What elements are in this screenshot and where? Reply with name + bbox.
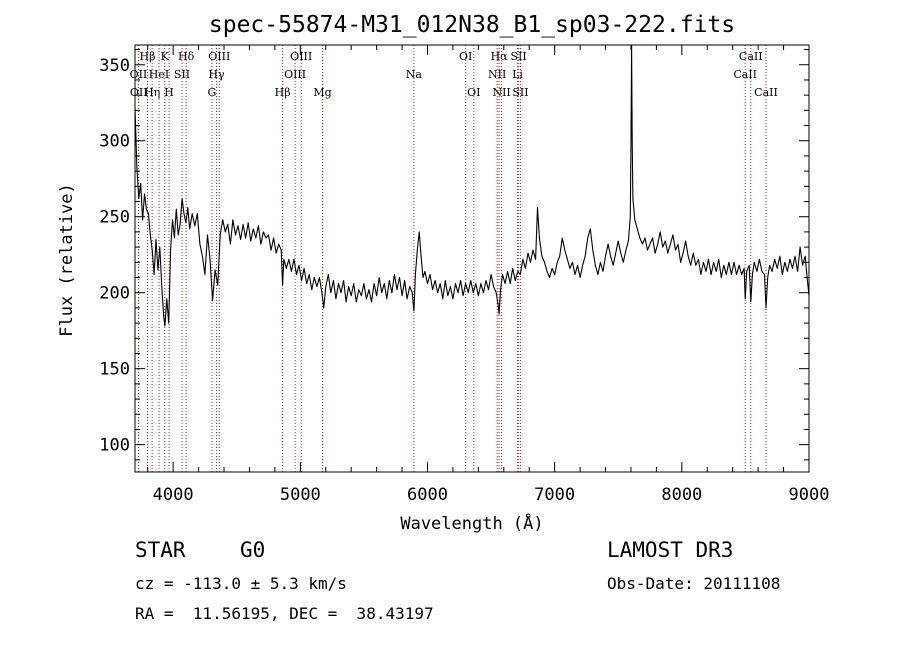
line-label-10: HeI (149, 68, 169, 81)
line-label-3: OIII (208, 50, 230, 63)
y-tick-label-4: 300 (99, 132, 130, 152)
survey-label: LAMOST DR3 (607, 538, 734, 562)
line-label-18: OII (130, 86, 148, 99)
y-axis-title: Flux (relative) (57, 183, 77, 337)
x-tick-label-1: 5000 (280, 485, 321, 505)
chart-title: spec-55874-M31_012N38_B1_sp03-222.fits (209, 12, 735, 38)
line-label-12: Hγ (208, 68, 225, 81)
line-label-1: K (161, 50, 170, 63)
line-label-0: Hβ (139, 50, 155, 63)
line-label-27: CaII (754, 86, 778, 99)
x-tick-label-3: 7000 (534, 485, 575, 505)
line-label-15: NII (488, 68, 506, 81)
coordinates: RA = 11.56195, DEC = 38.43197 (135, 604, 434, 623)
y-tick-label-0: 100 (99, 436, 130, 456)
line-label-24: OI (467, 86, 480, 99)
x-tick-label-4: 8000 (661, 485, 702, 505)
line-label-23: Mg (313, 86, 331, 99)
y-tick-label-1: 150 (99, 360, 130, 380)
y-tick-label-5: 350 (99, 56, 130, 76)
line-label-5: OI (459, 50, 472, 63)
redshift-readout: cz = -113.0 ± 5.3 km/s (135, 574, 347, 593)
axis-ticks: 4000 5000 6000 7000 8000 9000 100 150 200 250 300 3… (99, 45, 829, 505)
line-label-20: H (164, 86, 174, 99)
line-label-2: Hδ (178, 50, 195, 63)
line-label-26: SII (512, 86, 528, 99)
line-label-13: OIII (284, 68, 306, 81)
x-axis-title: Wavelength (Å) (400, 512, 543, 534)
line-label-14: Na (406, 68, 423, 81)
line-label-19: Hη (144, 86, 160, 99)
line-label-22: Hβ (275, 86, 291, 99)
line-label-7: SII (511, 50, 527, 63)
line-label-4: OIII (290, 50, 312, 63)
line-label-25: NII (492, 86, 510, 99)
flux-series (134, 44, 810, 327)
object-subclass: G0 (240, 538, 266, 562)
line-label-21: G (208, 86, 217, 99)
line-label-11: SII (174, 68, 190, 81)
series-line-flux (134, 44, 810, 327)
object-class: STAR (135, 538, 186, 562)
line-label-6: Hα (491, 50, 509, 63)
plot-frame (134, 44, 810, 473)
obs-date: Obs-Date: 20111108 (607, 574, 781, 593)
y-tick-label-3: 250 (99, 208, 130, 228)
x-tick-label-2: 6000 (407, 485, 448, 505)
line-label-8: CaII (739, 50, 763, 63)
line-label-17: CaII (733, 68, 757, 81)
line-label-9: OII (130, 68, 148, 81)
y-tick-label-2: 200 (99, 284, 130, 304)
x-tick-label-5: 9000 (789, 485, 830, 505)
x-tick-label-0: 4000 (153, 485, 194, 505)
line-label-16: Li (512, 68, 523, 81)
